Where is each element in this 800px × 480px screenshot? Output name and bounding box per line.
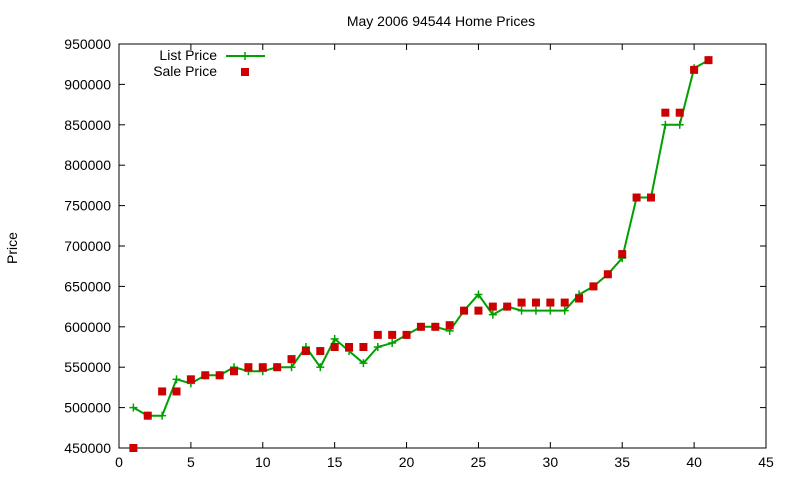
sale-price-point [402, 330, 411, 339]
sale-price-point [474, 306, 483, 315]
list-price-point [560, 306, 569, 315]
sale-price-point [129, 444, 138, 452]
y-tick-label: 550000 [64, 359, 111, 375]
list-price-point [316, 363, 325, 372]
sale-price-point [186, 375, 195, 384]
sale-price-point [546, 298, 555, 307]
sale-price-point [575, 294, 584, 303]
legend-label-sale-price: Sale Price [153, 63, 217, 79]
list-price-point [546, 306, 555, 315]
sale-price-point [618, 250, 627, 259]
legend: List Price Sale Price [153, 47, 265, 79]
x-tick-label: 5 [187, 454, 195, 470]
list-price-point [675, 120, 684, 129]
legend-plus-marker [241, 52, 249, 60]
chart-title: May 2006 94544 Home Prices [347, 13, 535, 29]
list-price-point [330, 334, 339, 343]
sale-price-point [690, 65, 699, 74]
sale-price-point [503, 302, 512, 311]
legend-label-list-price: List Price [159, 47, 217, 63]
y-tick-label: 750000 [64, 198, 111, 214]
sale-price-point [646, 193, 655, 202]
sale-price-point [359, 343, 368, 351]
y-tick-label: 700000 [64, 238, 111, 254]
list-price-point [287, 363, 296, 372]
y-tick-label: 850000 [64, 117, 111, 133]
list-price-point [388, 338, 397, 347]
sale-price-point [531, 298, 540, 307]
list-price-point [158, 411, 167, 420]
sale-price-point [661, 108, 670, 117]
x-tick-label: 40 [686, 454, 702, 470]
sale-price-point [301, 347, 310, 356]
sale-price-point [244, 363, 253, 372]
sale-price-point [632, 193, 641, 202]
sale-price-point [273, 363, 282, 372]
plot-frame [118, 43, 767, 449]
y-tick-label: 650000 [64, 278, 111, 294]
series-layer [129, 56, 713, 452]
list-price-point [129, 403, 138, 412]
sale-price-point [143, 411, 152, 420]
x-tick-label: 20 [399, 454, 415, 470]
y-tick-label: 900000 [64, 76, 111, 92]
sale-price-point [704, 56, 713, 65]
list-price-point [359, 359, 368, 368]
list-price-point [661, 120, 670, 129]
sale-price-point [215, 371, 224, 380]
x-tick-label: 15 [327, 454, 343, 470]
y-axis-label: Price [4, 232, 20, 264]
sale-price-point [603, 270, 612, 279]
x-tick-label: 30 [543, 454, 559, 470]
x-tick-label: 0 [115, 454, 123, 470]
legend-swatch-sale-price [241, 68, 249, 76]
y-tick-label: 450000 [64, 440, 111, 456]
y-tick-label: 950000 [64, 36, 111, 52]
y-tick-label: 600000 [64, 319, 111, 335]
sale-price-point [445, 321, 454, 330]
sale-price-point [345, 343, 354, 351]
sale-price-point [560, 298, 569, 307]
sale-price-point [431, 322, 440, 331]
list-price-point [474, 290, 483, 299]
list-price-point [373, 343, 382, 351]
sale-price-point [589, 282, 598, 291]
sale-price-point [230, 367, 239, 376]
list-price-point [172, 375, 181, 384]
sale-price-point [388, 330, 397, 339]
sale-price-point [258, 363, 267, 372]
x-tick-label: 35 [614, 454, 630, 470]
sale-price-point [158, 387, 167, 396]
sale-price-point [488, 302, 497, 311]
y-tick-label: 500000 [64, 400, 111, 416]
series-line-list-price [132, 59, 709, 417]
sale-price-point [373, 330, 382, 339]
sale-price-point [287, 355, 296, 364]
list-price-point [488, 310, 497, 319]
sale-price-point [172, 387, 181, 396]
x-tick-label: 10 [255, 454, 271, 470]
sale-price-point [201, 371, 210, 380]
y-tick-label: 800000 [64, 157, 111, 173]
x-tick-label: 25 [471, 454, 487, 470]
sale-price-point [416, 322, 425, 331]
sale-price-point [517, 298, 526, 307]
sale-price-point [330, 343, 339, 351]
sale-price-point [675, 108, 684, 117]
x-tick-label: 45 [758, 454, 774, 470]
x-axis-ticks: 0 5 10 15 20 25 30 35 40 45 [115, 44, 774, 470]
sale-price-point [316, 347, 325, 356]
list-price-point [531, 306, 540, 315]
y-axis-ticks: 450000 500000 550000 600000 650000 700000 7500… [64, 36, 766, 456]
list-price-point [517, 306, 526, 315]
sale-price-point [460, 306, 469, 315]
